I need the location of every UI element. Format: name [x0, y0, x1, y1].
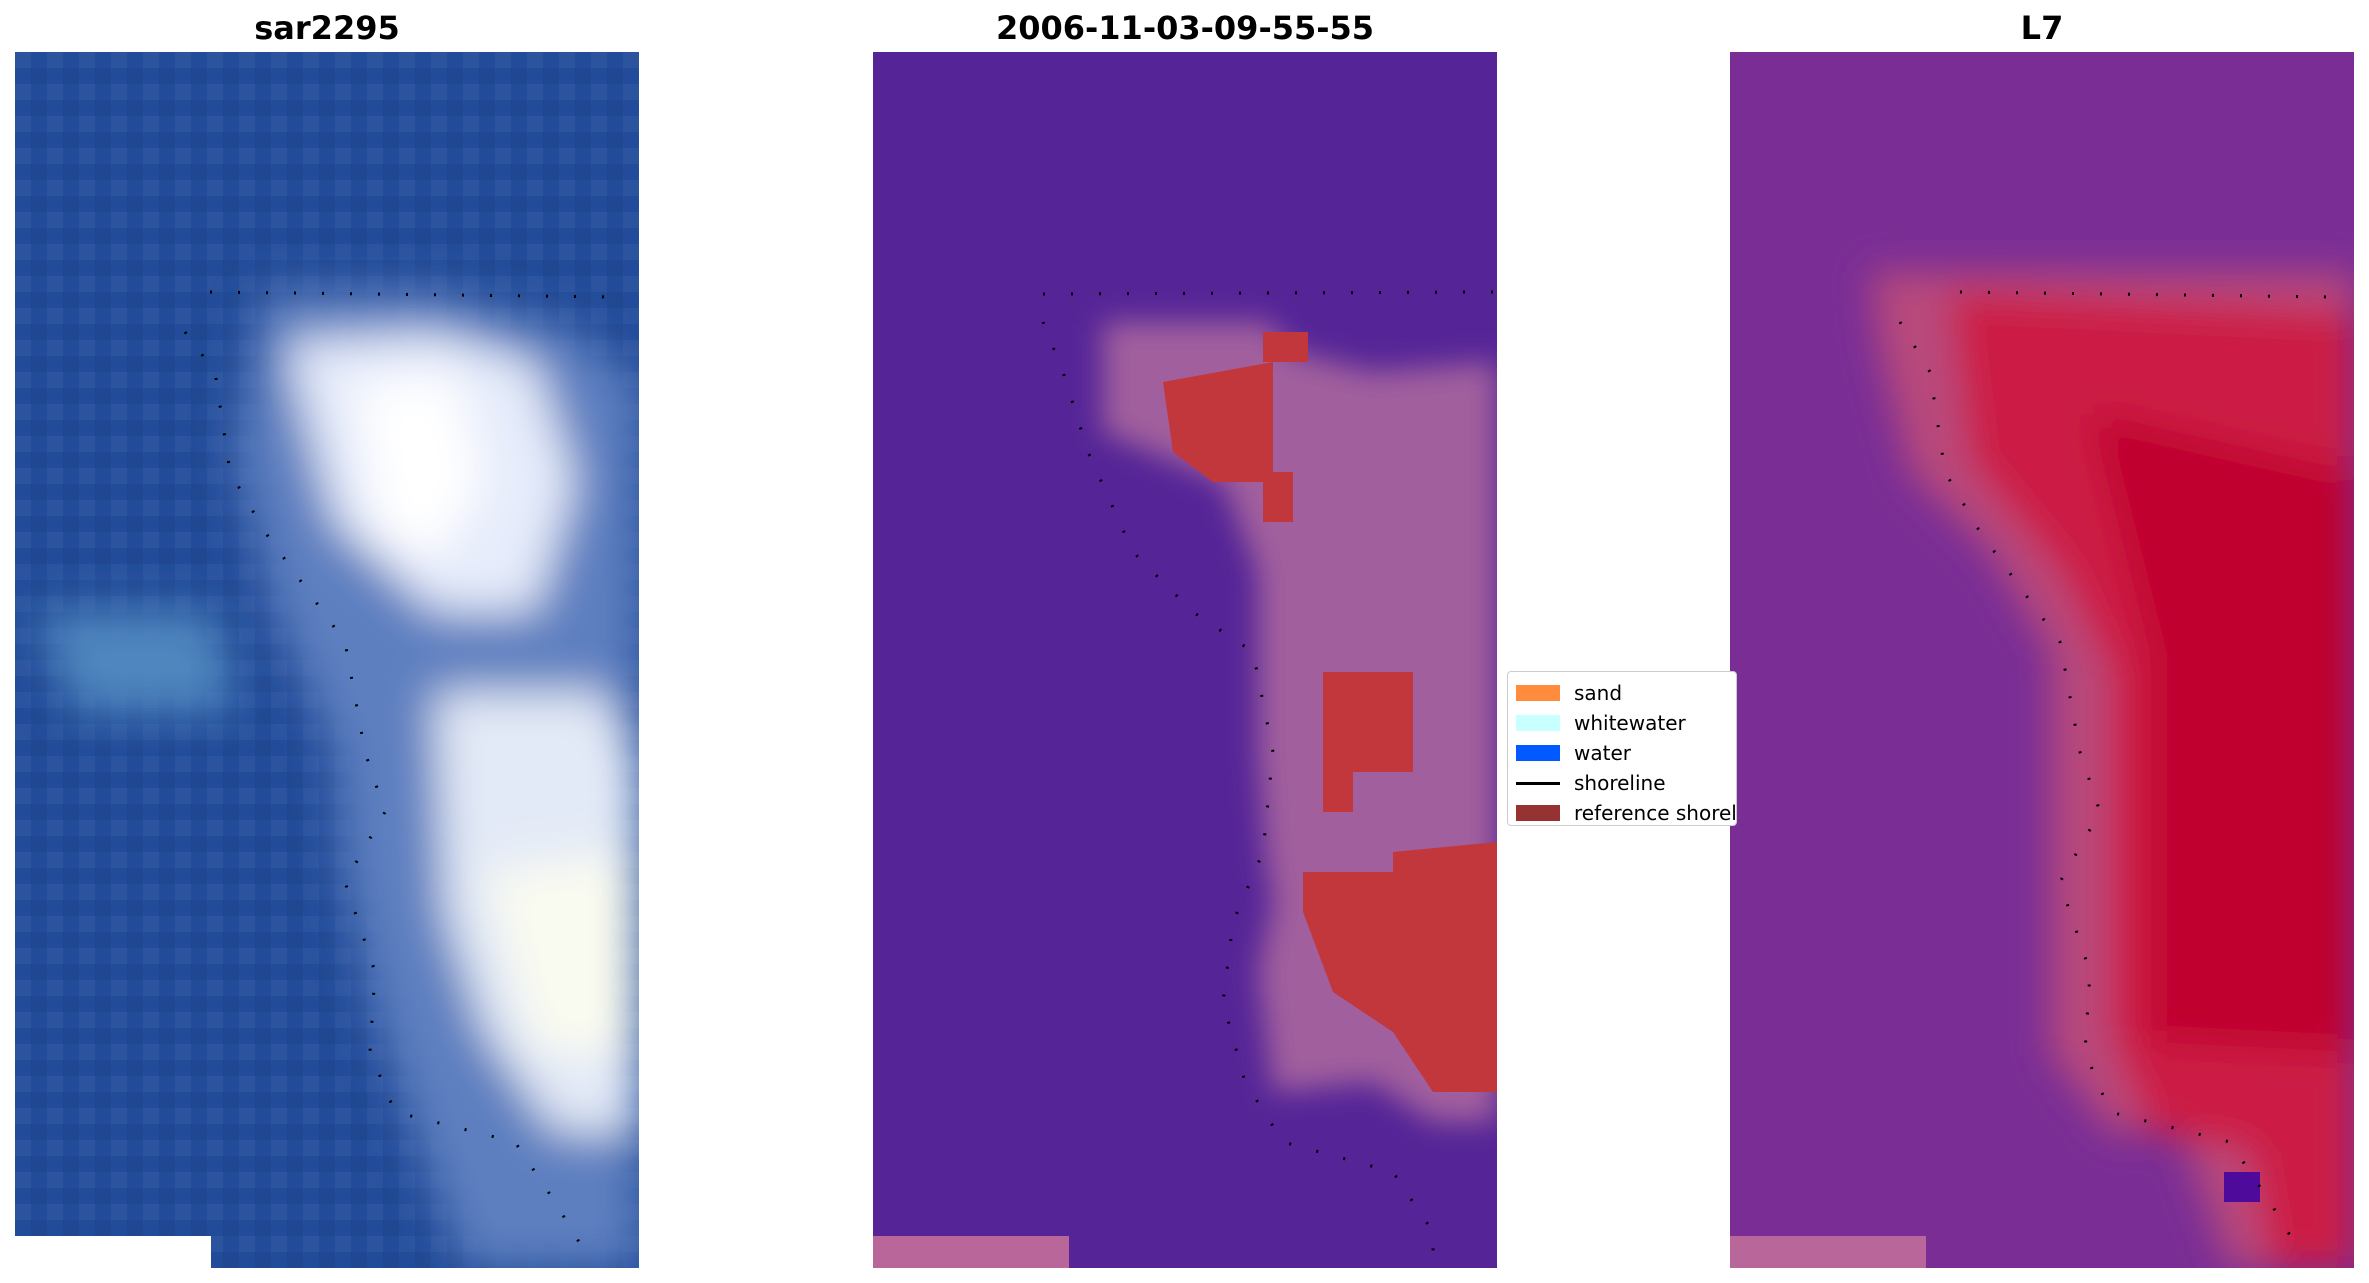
legend-label: shoreline: [1574, 771, 1666, 795]
sand-swatch: [1516, 685, 1560, 701]
reference-shoreline-swatch: [1516, 805, 1560, 821]
shoreline-line-swatch: [1516, 781, 1560, 785]
classification-image: [873, 52, 1497, 1268]
index-image: [1730, 52, 2354, 1268]
legend-item-whitewater: whitewater: [1508, 708, 1736, 738]
legend-label: water: [1574, 741, 1631, 765]
legend-item-water: water: [1508, 738, 1736, 768]
legend-item-shoreline: shoreline: [1508, 768, 1736, 798]
water-swatch: [1516, 745, 1560, 761]
whitewater-swatch: [1516, 715, 1560, 731]
legend-item-sand: sand: [1508, 678, 1736, 708]
panel-title-sar: sar2295: [254, 9, 400, 47]
sar-image: [15, 52, 639, 1268]
legend-label: whitewater: [1574, 711, 1686, 735]
legend-label: sand: [1574, 681, 1623, 705]
panel-title-date: 2006-11-03-09-55-55: [995, 9, 1375, 47]
sar-image-panel: [15, 52, 639, 1268]
legend: sand whitewater water shoreline referenc…: [1507, 671, 1737, 826]
legend-item-reference-shoreline: reference shoreline: [1508, 798, 1737, 825]
panel-title-index: L7: [2020, 9, 2064, 47]
index-panel: [1730, 52, 2354, 1268]
classification-panel: [873, 52, 1497, 1268]
legend-label: reference shoreline: [1574, 801, 1737, 825]
